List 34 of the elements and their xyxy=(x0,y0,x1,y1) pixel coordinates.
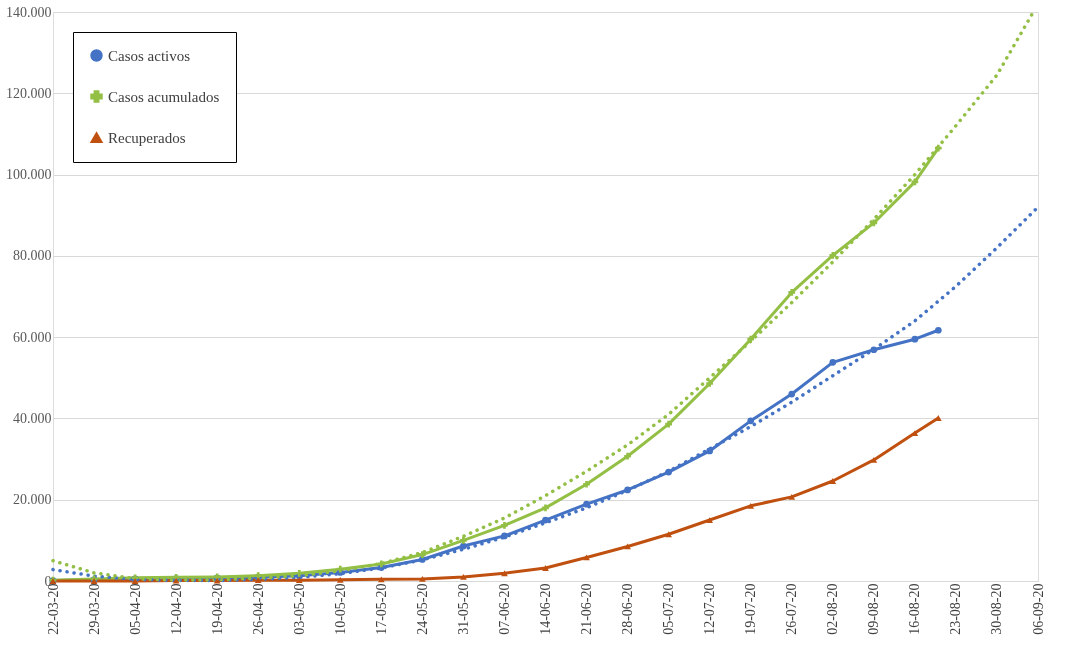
x-tick-label: 10-05-20 xyxy=(332,583,348,635)
x-tick-label: 05-04-20 xyxy=(127,583,143,635)
x-tick-label: 03-05-20 xyxy=(291,583,307,635)
x-tick-label: 06-09-20 xyxy=(1030,583,1046,635)
x-tick-label: 29-03-20 xyxy=(86,583,102,635)
y-tick-label: 20.000 xyxy=(13,492,52,508)
x-tick-label: 02-08-20 xyxy=(825,583,841,635)
x-tick-label: 17-05-20 xyxy=(373,583,389,635)
x-tick-label: 31-05-20 xyxy=(455,583,471,635)
x-tick-label: 05-07-20 xyxy=(661,583,677,635)
x-tick-label: 21-06-20 xyxy=(579,583,595,635)
x-tick-label: 19-07-20 xyxy=(743,583,759,635)
x-tick-label: 30-08-20 xyxy=(989,583,1005,635)
y-tick-label: 60.000 xyxy=(13,329,52,345)
x-tick-label: 23-08-20 xyxy=(948,583,964,635)
y-tick-label: 120.000 xyxy=(6,85,52,101)
legend-label: Recuperados xyxy=(108,129,186,146)
y-tick-label: 100.000 xyxy=(6,167,52,183)
x-tick-label: 28-06-20 xyxy=(620,583,636,635)
x-tick-label: 12-04-20 xyxy=(168,583,184,635)
y-tick-label: 140.000 xyxy=(6,4,52,20)
x-tick-label: 16-08-20 xyxy=(907,583,923,635)
x-tick-label: 26-07-20 xyxy=(784,583,800,635)
x-tick-label: 07-06-20 xyxy=(496,583,512,635)
y-tick-label: 40.000 xyxy=(13,410,52,426)
y-tick-label: 80.000 xyxy=(13,248,52,264)
x-tick-label: 12-07-20 xyxy=(702,583,718,635)
x-tick-label: 09-08-20 xyxy=(866,583,882,635)
x-tick-label: 24-05-20 xyxy=(414,583,430,635)
x-tick-label: 19-04-20 xyxy=(209,583,225,635)
x-tick-label: 26-04-20 xyxy=(250,583,266,635)
legend-label: Casos acumulados xyxy=(108,88,220,105)
legend-label: Casos activos xyxy=(108,47,191,64)
x-tick-label: 14-06-20 xyxy=(538,583,553,635)
